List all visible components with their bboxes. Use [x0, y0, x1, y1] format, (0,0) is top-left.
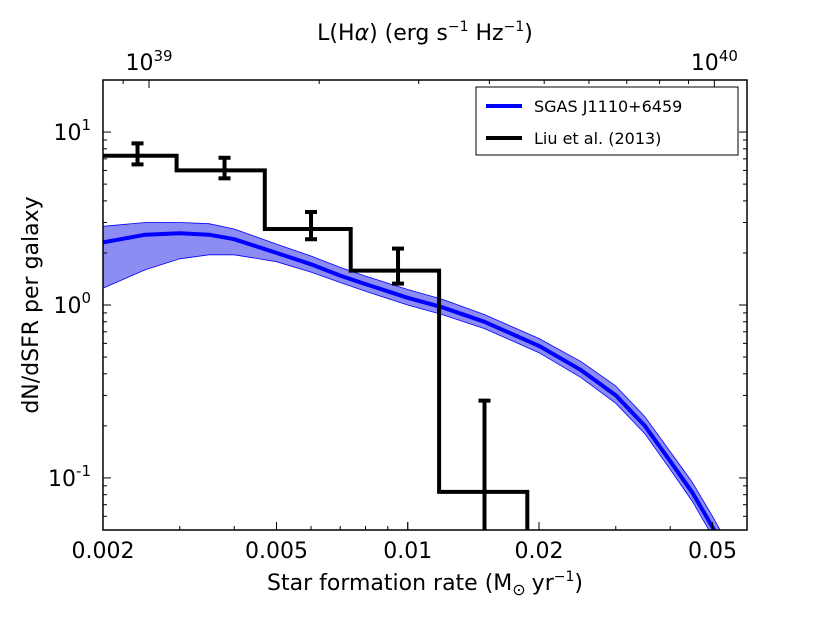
liu-errorbar — [131, 141, 144, 167]
legend-box — [475, 86, 739, 156]
liu-errorbar — [392, 246, 405, 286]
x-axis-title: Star formation rate (M⊙ yr−1) — [267, 569, 583, 599]
y-tick-label: 10-1 — [48, 462, 91, 492]
y-tick-label: 100 — [53, 289, 91, 319]
top-axis-title: L(Hα) (erg s−1 Hz−1) — [317, 19, 533, 46]
y-axis-title: dN/dSFR per galaxy — [19, 196, 44, 413]
sgas-median-line — [103, 231, 717, 530]
top-tick-label: 1039 — [125, 47, 172, 76]
legend-label-sgas: SGAS J1110+6459 — [534, 97, 682, 116]
sgas-uncertainty-band — [103, 222, 721, 530]
y-tick-label: 101 — [53, 116, 91, 146]
liu-errorbar — [478, 398, 491, 530]
x-tick-label: 0.05 — [688, 539, 737, 564]
liu-step-line — [103, 153, 530, 530]
liu-errorbar — [305, 209, 318, 242]
x-tick-label: 0.01 — [383, 539, 432, 564]
x-tick-label: 0.002 — [72, 539, 135, 564]
top-tick-label: 1040 — [691, 47, 738, 76]
liu-errorbar — [218, 155, 231, 181]
x-tick-label: 0.005 — [245, 539, 308, 564]
x-tick-label: 0.02 — [514, 539, 563, 564]
legend-label-liu: Liu et al. (2013) — [534, 129, 661, 148]
plot-area — [103, 141, 721, 530]
legend: SGAS J1110+6459 Liu et al. (2013) — [475, 86, 739, 156]
